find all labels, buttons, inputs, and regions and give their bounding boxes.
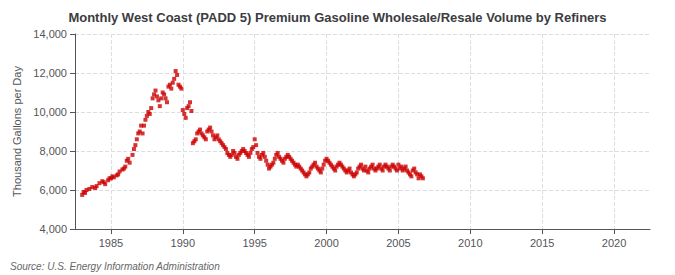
svg-text:1995: 1995 [242,237,266,249]
svg-text:4,000: 4,000 [39,223,67,235]
svg-text:14,000: 14,000 [33,28,67,40]
svg-text:10,000: 10,000 [33,106,67,118]
svg-text:2015: 2015 [530,237,554,249]
svg-text:12,000: 12,000 [33,67,67,79]
svg-text:2000: 2000 [314,237,338,249]
svg-text:Source: U.S. Energy Informatio: Source: U.S. Energy Information Administ… [10,261,220,272]
svg-text:1990: 1990 [171,237,195,249]
svg-text:Monthly West Coast (PADD 5) Pr: Monthly West Coast (PADD 5) Premium Gaso… [68,10,606,25]
svg-text:2005: 2005 [386,237,410,249]
svg-text:Thousand Gallons per Day: Thousand Gallons per Day [11,66,23,197]
svg-text:8,000: 8,000 [39,145,67,157]
svg-text:2020: 2020 [602,237,626,249]
svg-text:6,000: 6,000 [39,184,67,196]
svg-text:1985: 1985 [99,237,123,249]
svg-text:2010: 2010 [458,237,482,249]
